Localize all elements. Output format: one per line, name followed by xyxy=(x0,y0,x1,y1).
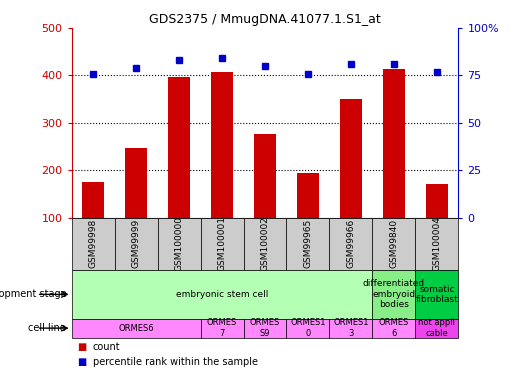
Text: GSM100002: GSM100002 xyxy=(261,216,269,271)
Text: GDS2375 / MmugDNA.41077.1.S1_at: GDS2375 / MmugDNA.41077.1.S1_at xyxy=(149,13,381,26)
Text: differentiated
embryoid
bodies: differentiated embryoid bodies xyxy=(363,279,425,309)
Text: GSM99998: GSM99998 xyxy=(89,219,98,268)
Text: GSM99966: GSM99966 xyxy=(347,219,356,268)
Bar xyxy=(211,72,233,217)
Bar xyxy=(383,69,405,218)
Text: ORMES
6: ORMES 6 xyxy=(379,318,409,338)
Bar xyxy=(200,319,243,338)
Text: GSM100004: GSM100004 xyxy=(432,216,441,271)
Text: ORMES1
3: ORMES1 3 xyxy=(333,318,369,338)
Bar xyxy=(200,217,243,270)
Bar xyxy=(416,217,458,270)
Text: ORMES
S9: ORMES S9 xyxy=(250,318,280,338)
Bar xyxy=(243,319,287,338)
Bar xyxy=(125,148,147,217)
Text: ORMES6: ORMES6 xyxy=(118,324,154,333)
Bar xyxy=(169,77,190,218)
Bar xyxy=(72,217,114,270)
Bar xyxy=(297,174,319,217)
Text: GSM100000: GSM100000 xyxy=(174,216,183,271)
Text: count: count xyxy=(93,342,120,352)
Bar xyxy=(114,217,157,270)
Text: GSM100001: GSM100001 xyxy=(217,216,226,271)
Text: GSM99999: GSM99999 xyxy=(131,219,140,268)
Bar xyxy=(330,217,373,270)
Text: ■: ■ xyxy=(77,342,86,352)
Text: cell line: cell line xyxy=(29,323,66,333)
Bar xyxy=(157,217,200,270)
Text: percentile rank within the sample: percentile rank within the sample xyxy=(93,357,258,367)
Text: GSM99840: GSM99840 xyxy=(390,219,399,268)
Text: ■: ■ xyxy=(77,357,86,367)
Bar xyxy=(82,182,104,218)
Text: somatic
fibroblast: somatic fibroblast xyxy=(416,285,458,304)
Bar xyxy=(72,270,373,319)
Text: embryonic stem cell: embryonic stem cell xyxy=(176,290,268,299)
Bar xyxy=(416,319,458,338)
Bar xyxy=(72,319,200,338)
Bar xyxy=(287,217,330,270)
Bar xyxy=(426,184,448,218)
Bar xyxy=(373,319,416,338)
Bar xyxy=(330,319,373,338)
Bar xyxy=(287,319,330,338)
Text: development stage: development stage xyxy=(0,290,66,299)
Text: ORMES1
0: ORMES1 0 xyxy=(290,318,326,338)
Bar xyxy=(340,99,361,218)
Bar xyxy=(373,270,416,319)
Text: ORMES
7: ORMES 7 xyxy=(207,318,237,338)
Bar xyxy=(254,134,276,218)
Text: not appli
cable: not appli cable xyxy=(419,318,455,338)
Text: GSM99965: GSM99965 xyxy=(304,219,313,268)
Bar xyxy=(373,217,416,270)
Bar xyxy=(416,270,458,319)
Bar xyxy=(243,217,287,270)
